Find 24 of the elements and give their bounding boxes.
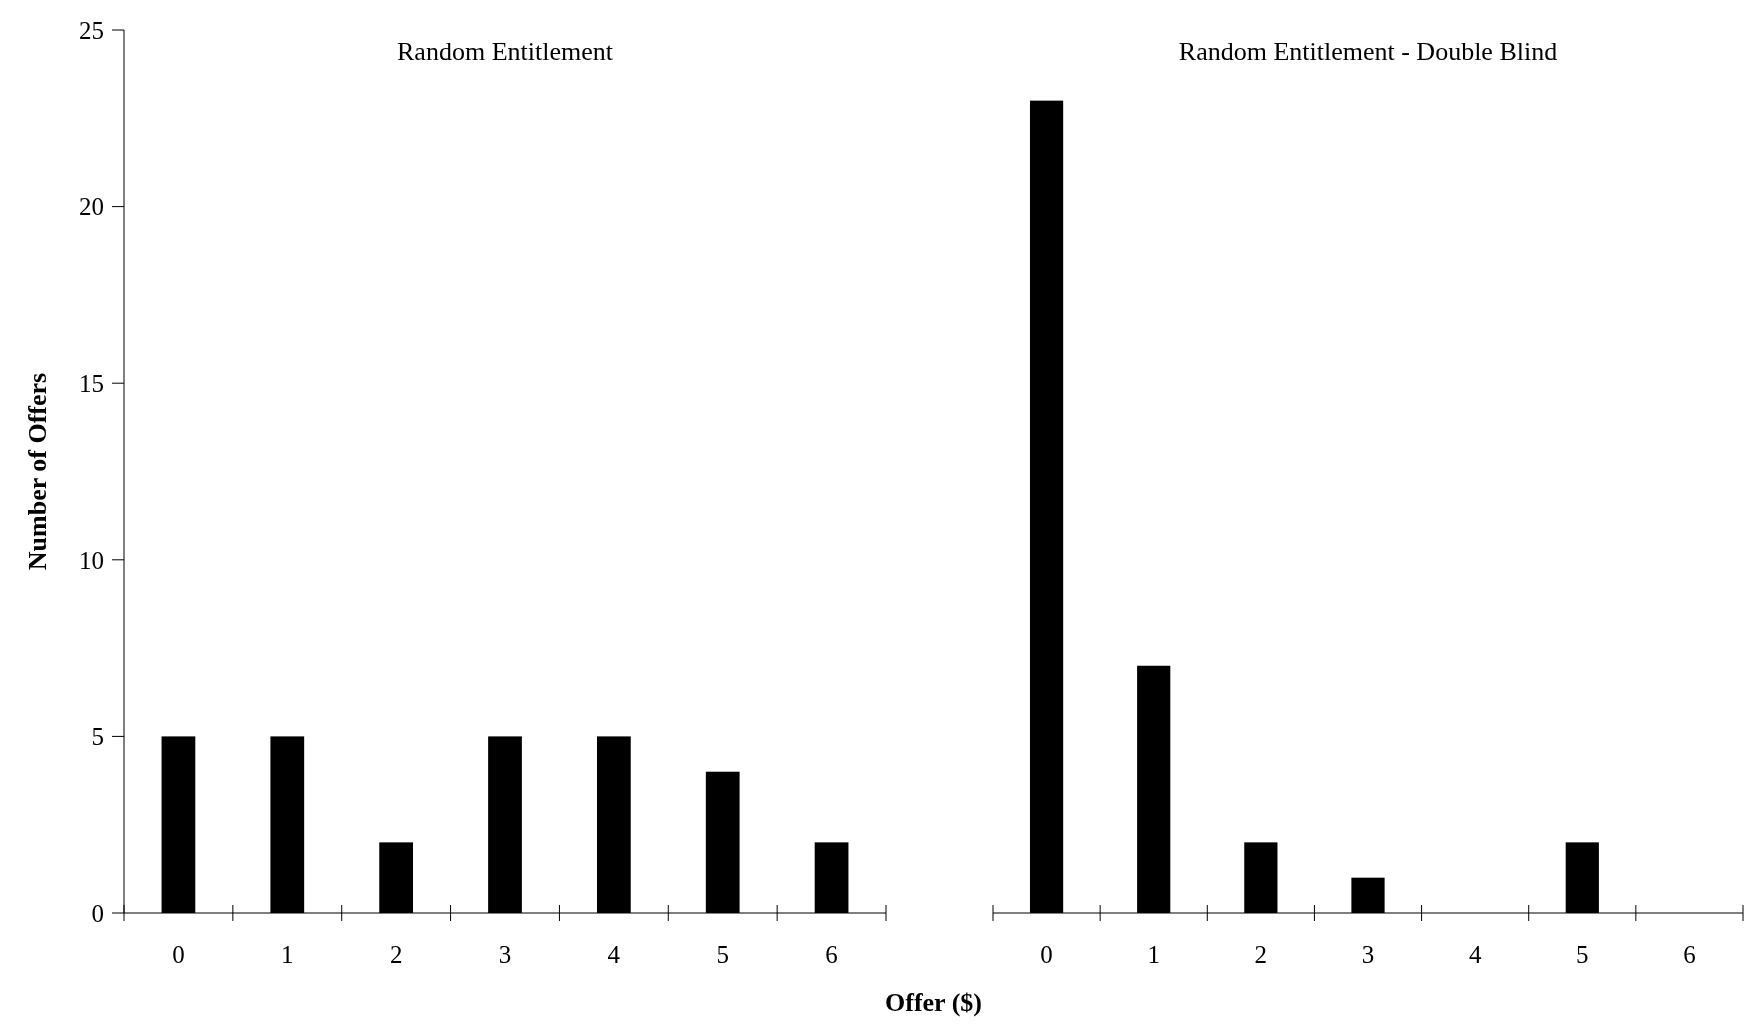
x-tick-label: 1 bbox=[281, 941, 294, 968]
x-tick-label: 4 bbox=[607, 941, 621, 968]
x-tick-label: 3 bbox=[498, 941, 512, 968]
x-tick-label: 6 bbox=[1683, 941, 1696, 968]
y-tick-label: 0 bbox=[91, 899, 104, 927]
x-axis-title: Offer ($) bbox=[885, 988, 982, 1017]
x-tick-label: 6 bbox=[825, 941, 838, 968]
y-axis-title: Number of Offers bbox=[23, 372, 52, 571]
y-tick-label: 15 bbox=[79, 369, 104, 397]
x-tick-label: 0 bbox=[1040, 941, 1053, 968]
x-tick-label: 2 bbox=[1254, 941, 1268, 968]
x-tick-label: 5 bbox=[1576, 941, 1589, 968]
y-tick-label: 25 bbox=[79, 16, 104, 44]
x-tick-label: 3 bbox=[1361, 941, 1375, 968]
x-tick-label: 4 bbox=[1468, 941, 1482, 968]
chart-title: Random Entitlement bbox=[397, 37, 614, 66]
x-tick-label: 2 bbox=[389, 941, 403, 968]
x-tick-label: 5 bbox=[716, 941, 729, 968]
x-tick-label: 0 bbox=[172, 941, 185, 968]
y-tick-label: 20 bbox=[79, 193, 104, 221]
y-tick-label: 5 bbox=[91, 723, 104, 751]
x-tick-label: 1 bbox=[1147, 941, 1160, 968]
chart-title: Random Entitlement - Double Blind bbox=[1178, 37, 1558, 66]
y-tick-label: 10 bbox=[79, 546, 104, 574]
